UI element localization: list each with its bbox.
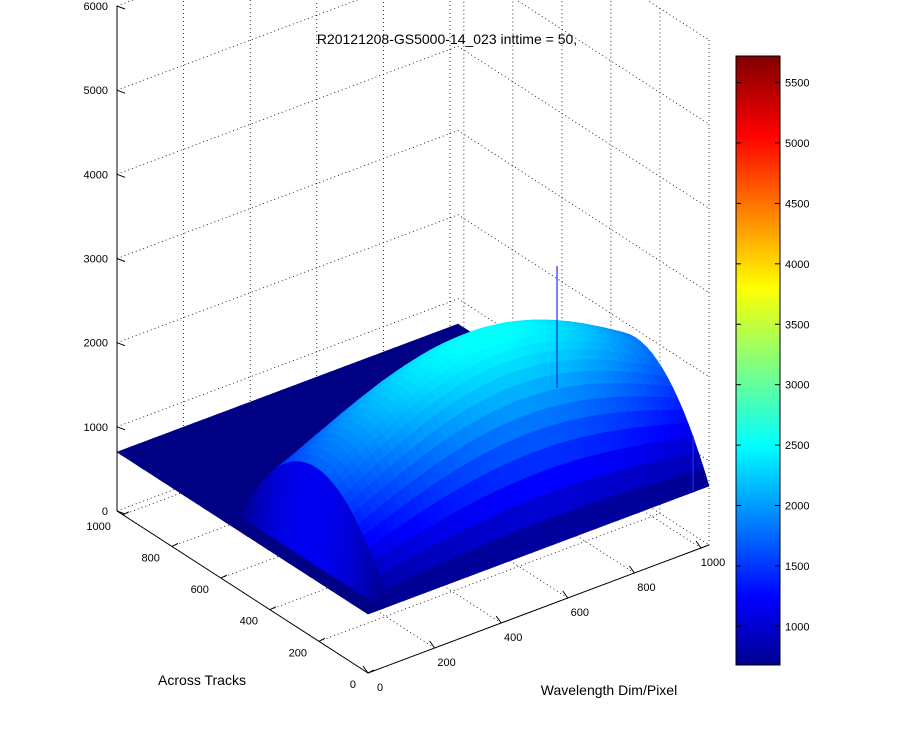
x-tick-label-5: 1000: [701, 557, 725, 569]
y-tick-label-0: 0: [350, 679, 356, 691]
y-tick-label-5: 1000: [86, 521, 110, 533]
colorbar-tick-label-6: 4000: [785, 259, 809, 271]
chart-title: R20121208-GS5000-14_023 inttime = 50,: [317, 31, 577, 47]
colorbar-tick-label-8: 5000: [785, 138, 809, 150]
z-tick-4: [116, 173, 126, 178]
z-tick-label-2: 2000: [84, 338, 108, 350]
grid-line-z-1: [116, 298, 710, 462]
z-tick-0: [116, 510, 126, 515]
y-tick-label-2: 400: [240, 616, 258, 628]
colorbar-tick-label-1: 1500: [785, 561, 809, 573]
y-tick-1: [318, 637, 326, 642]
z-tick-label-4: 4000: [84, 169, 108, 181]
z-tick-1: [116, 426, 126, 431]
z-tick-label-0: 0: [102, 506, 108, 518]
colorbar-tick-label-2: 2000: [785, 501, 809, 513]
colorbar-tick-label-0: 1000: [785, 621, 809, 633]
z-tick-3: [116, 258, 126, 262]
z-tick-6: [116, 5, 126, 10]
x-tick-5: [695, 540, 702, 549]
grid-line-z-4: [116, 45, 710, 209]
y-tick-2: [269, 606, 277, 611]
grid-line-z-5: [116, 0, 710, 125]
surface-patch-2303: [362, 607, 376, 615]
x-tick-label-3: 600: [571, 607, 589, 619]
grid-line-z-2: [116, 214, 710, 378]
colorbar-tick-label-3: 2500: [785, 440, 809, 452]
z-tick-label-6: 6000: [84, 1, 108, 13]
y-axis-line: [116, 510, 369, 674]
y-tick-label-3: 600: [191, 584, 209, 596]
z-tick-label-3: 3000: [84, 254, 108, 266]
x-tick-label-0: 0: [377, 682, 383, 694]
z-tick-label-5: 5000: [84, 85, 108, 97]
floor-grid-y-1: [318, 512, 661, 642]
x-tick-4: [628, 565, 635, 574]
colorbar: 1000 1500 2000 2500 3000 3500 4000 4500 5000 5500: [735, 55, 809, 666]
z-tick-5: [116, 89, 126, 94]
x-axis-label: Wavelength Dim/Pixel: [541, 682, 677, 698]
colorbar-tick-label-4: 3000: [785, 380, 809, 392]
x-tick-label-4: 800: [637, 582, 655, 594]
colorbar-ticks: 1000 1500 2000 2500 3000 3500 4000 4500 5000 5500: [736, 78, 809, 633]
floor-grid-y-4: [171, 418, 514, 547]
x-axis-line: [367, 544, 710, 674]
colorbar-tick-label-5: 3500: [785, 319, 809, 331]
y-tick-label-1: 200: [289, 647, 307, 659]
floor-grid-y-2: [269, 481, 612, 611]
y-axis-label: Across Tracks: [158, 672, 246, 688]
x-tick-3: [562, 590, 569, 599]
z-tick-2: [116, 342, 126, 347]
surface-plot: [116, 265, 710, 615]
y-tick-0: [367, 669, 375, 674]
floor-grid-y-3: [220, 449, 563, 579]
y-tick-5: [122, 511, 130, 516]
x-tick-2: [495, 615, 502, 624]
grid-line-z-3: [116, 130, 710, 293]
colorbar-tick-label-7: 4500: [785, 198, 809, 210]
z-tick-label-1: 1000: [84, 422, 108, 434]
x-tick-1: [429, 640, 436, 649]
x-tick-label-2: 400: [504, 632, 522, 644]
colorbar-tick-label-9: 5500: [785, 78, 809, 90]
axis-ticks: 0 200 400 600 800 1000 0 200 400 600 800 1000 0 1000 2…: [84, 1, 726, 694]
x-tick-label-1: 200: [437, 657, 455, 669]
y-tick-label-4: 800: [142, 552, 160, 564]
floor-grid-y-5: [122, 386, 465, 516]
x-tick-0: [362, 665, 369, 674]
colorbar-bar: [735, 55, 781, 666]
y-tick-4: [171, 542, 179, 547]
y-tick-3: [220, 574, 228, 579]
